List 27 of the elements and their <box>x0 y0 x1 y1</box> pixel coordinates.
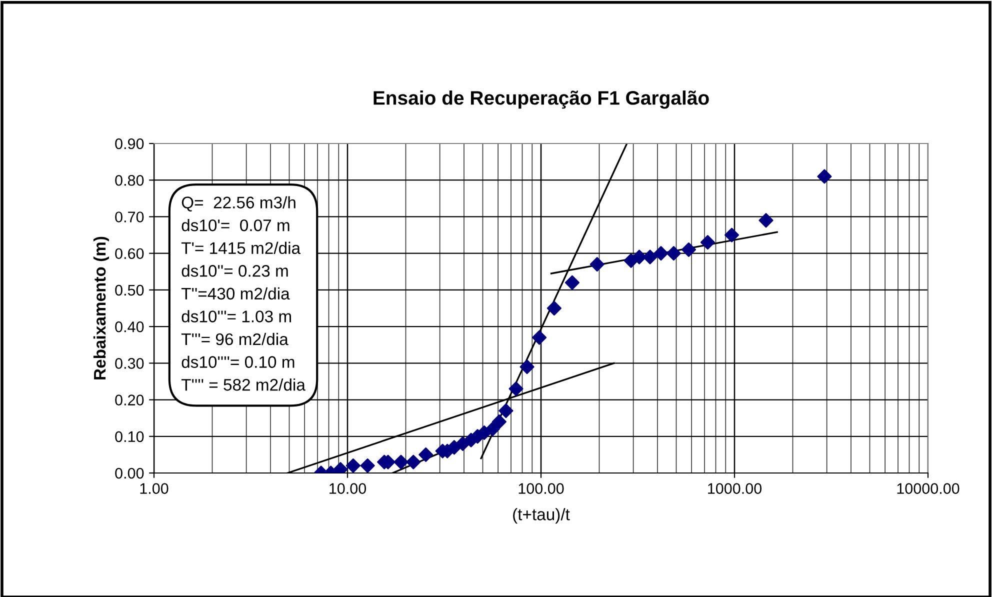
x-tick-label: 10000.00 <box>897 483 960 494</box>
annotation: ds10''''= 0.10 m <box>182 356 294 368</box>
y-tick-label: 0.80 <box>115 174 144 186</box>
chart-title: Ensaio de Recuperação F1 Gargalão <box>374 90 709 109</box>
y-tick-label: 0.00 <box>115 468 144 479</box>
annotation: T'''' = 582 m2/dia <box>181 378 306 391</box>
y-tick-label: 0.90 <box>115 138 144 150</box>
annotation: Q= 22.56 m3/h <box>182 196 296 212</box>
y-tick-label: 0.60 <box>115 248 144 260</box>
y-tick-label: 0.30 <box>115 358 144 369</box>
annotation: ds10'= 0.07 m <box>182 219 290 232</box>
annotation: ds10'''= 1.03 m <box>182 310 291 322</box>
y-tick-label: 0.70 <box>115 212 144 222</box>
y-tick-label: 0.40 <box>115 321 144 332</box>
y-tick-label: 0.20 <box>115 394 144 406</box>
annotation: ds10''= 0.23 m <box>182 264 288 277</box>
y-tick-label: 0.50 <box>115 284 144 296</box>
x-tick-label: 100.00 <box>518 483 564 494</box>
y-tick-label: 0.10 <box>115 431 144 442</box>
x-axis-title: (t+tau)/t <box>513 508 570 524</box>
annotation: T'= 1415 m2/dia <box>181 242 301 254</box>
annotation: T''=430 m2/dia <box>181 287 290 300</box>
y-axis-title: Rebaixamento (m) <box>93 236 109 380</box>
annotation: T'''= 96 m2/dia <box>181 332 288 346</box>
x-tick-label: 10.00 <box>330 483 366 494</box>
x-tick-label: 1000.00 <box>708 483 762 494</box>
x-tick-label: 1.00 <box>140 483 168 494</box>
